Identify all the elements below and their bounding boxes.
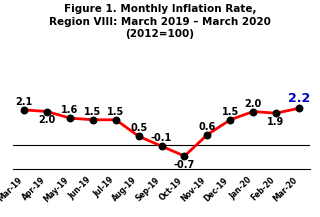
- Text: -0.1: -0.1: [151, 133, 172, 143]
- Text: Figure 1. Monthly Inflation Rate,
Region VIII: March 2019 – March 2020
(2012=100: Figure 1. Monthly Inflation Rate, Region…: [49, 4, 271, 39]
- Point: [22, 108, 27, 112]
- Text: 0.5: 0.5: [130, 123, 147, 133]
- Point: [228, 118, 233, 122]
- Point: [274, 112, 279, 115]
- Point: [296, 107, 301, 110]
- Point: [44, 110, 50, 113]
- Text: 1.5: 1.5: [107, 107, 124, 117]
- Text: 0.6: 0.6: [199, 122, 216, 132]
- Text: 2.0: 2.0: [244, 99, 262, 108]
- Text: 1.5: 1.5: [84, 107, 101, 117]
- Text: 2.1: 2.1: [16, 97, 33, 107]
- Point: [182, 154, 187, 158]
- Point: [205, 133, 210, 136]
- Point: [90, 118, 95, 122]
- Point: [113, 118, 118, 122]
- Point: [136, 135, 141, 138]
- Point: [251, 110, 256, 113]
- Text: 2.0: 2.0: [38, 115, 56, 125]
- Point: [68, 116, 73, 120]
- Text: 2.2: 2.2: [288, 92, 310, 105]
- Text: 1.6: 1.6: [61, 105, 79, 115]
- Text: -0.7: -0.7: [174, 160, 195, 170]
- Text: 1.5: 1.5: [222, 107, 239, 117]
- Text: 1.9: 1.9: [268, 117, 285, 127]
- Point: [159, 145, 164, 148]
